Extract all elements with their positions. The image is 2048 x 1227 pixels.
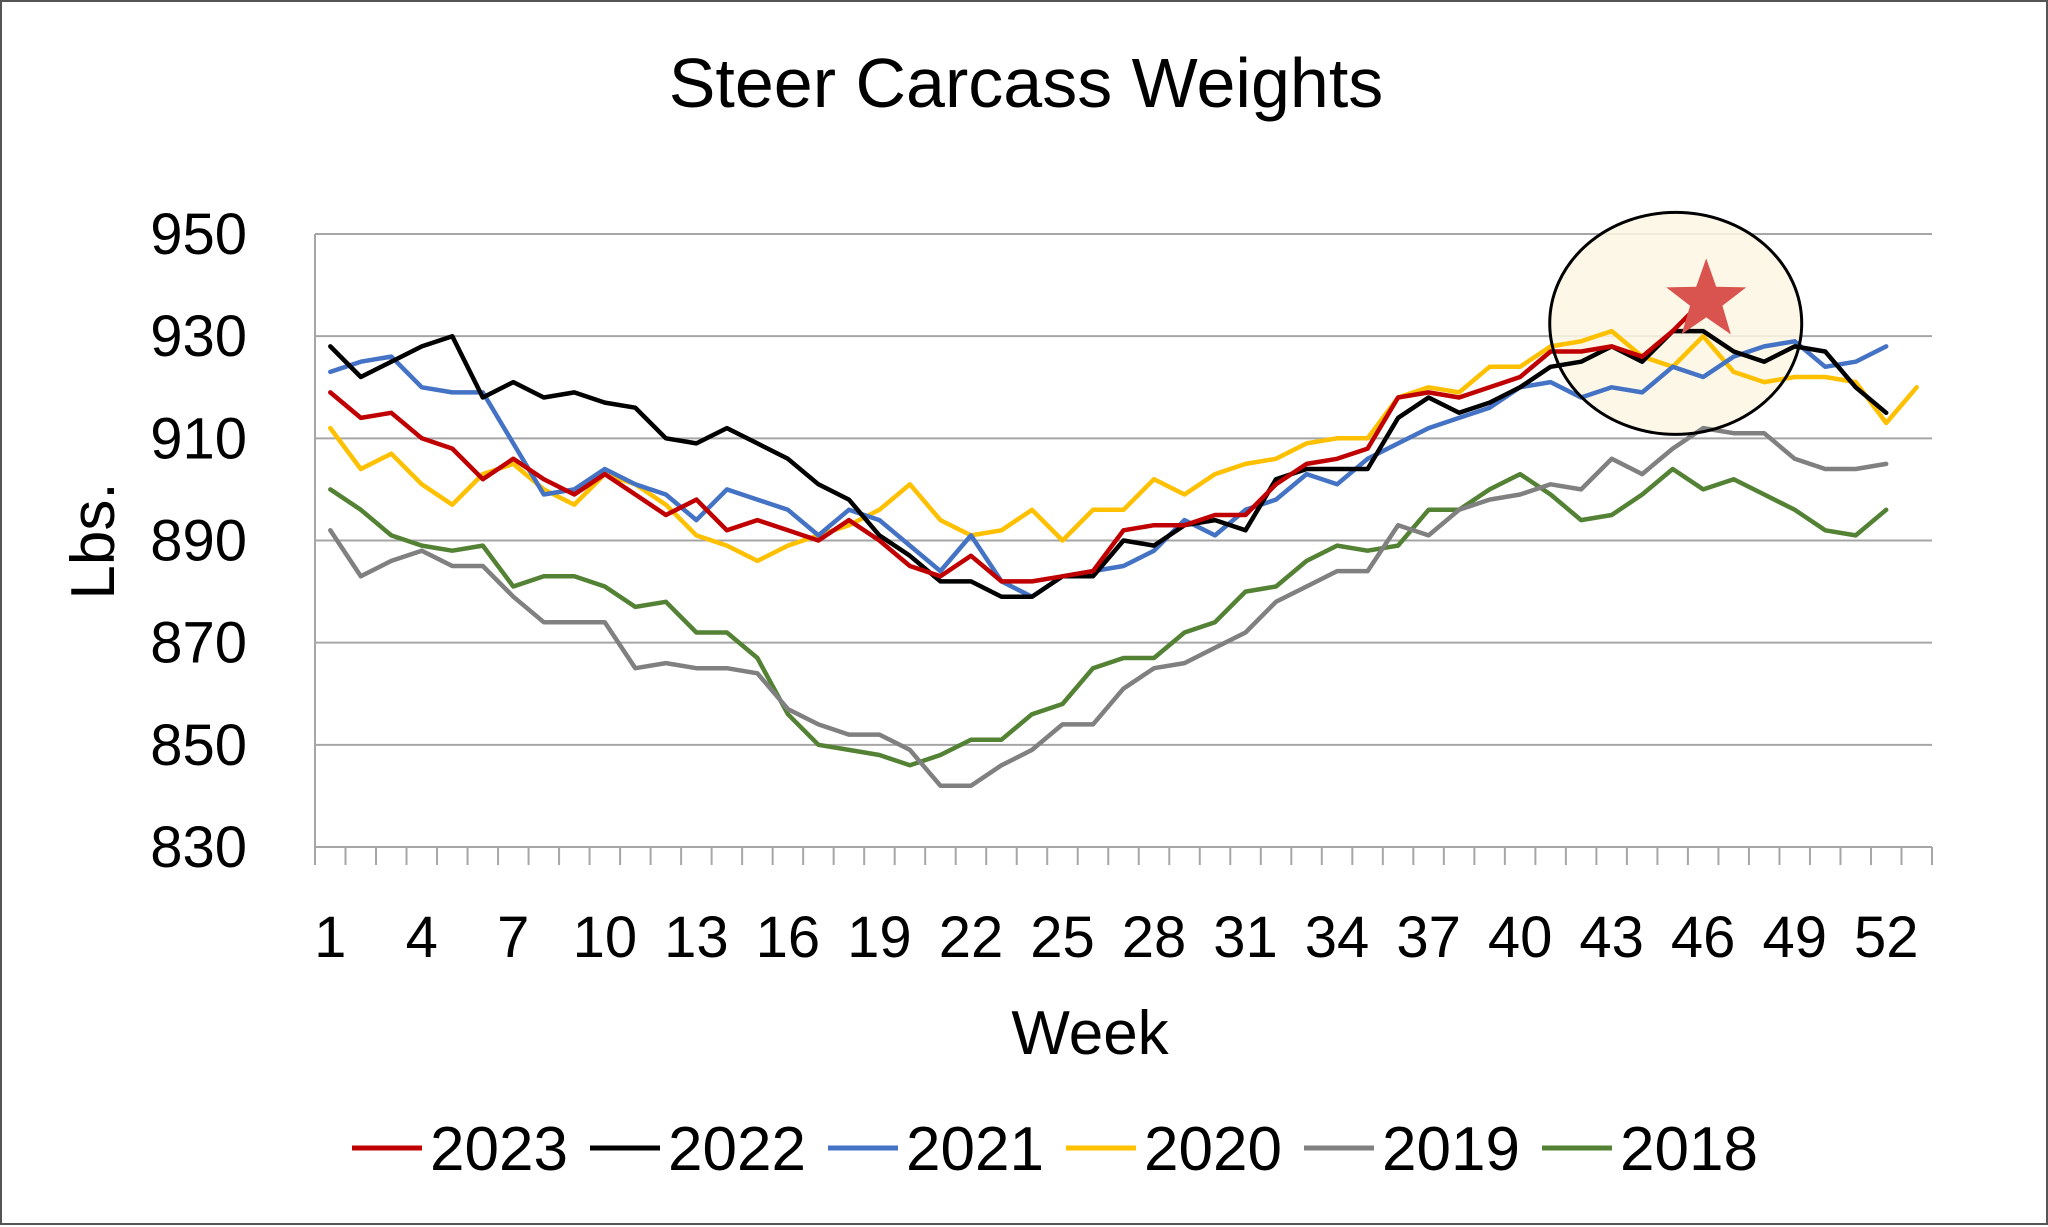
x-tick-label: 52 (1854, 905, 1919, 970)
x-axis-label: Week (1011, 999, 1169, 1068)
x-tick-label: 1 (314, 905, 346, 970)
highlight-circle-outline (1548, 210, 1804, 436)
series-line-2022 (328, 328, 1889, 599)
x-tick-label: 10 (573, 905, 638, 970)
axes: 830 850 870 890 910 930 950 1 4 7 10 13 16 19 22 25 28 31… (150, 202, 1933, 970)
x-tick-label: 4 (406, 905, 438, 970)
x-tick-label: 25 (1030, 905, 1095, 970)
highlight-annotation (1549, 212, 1802, 435)
x-tick-label: 31 (1213, 905, 1278, 970)
x-tick-label: 28 (1122, 905, 1187, 970)
y-tick-label: 930 (150, 304, 247, 369)
x-tick-label: 40 (1488, 905, 1553, 970)
legend-label-2023: 2023 (430, 1115, 568, 1184)
y-tick-label: 950 (150, 202, 247, 267)
x-tick-label: 7 (497, 905, 529, 970)
x-tick-label: 13 (664, 905, 729, 970)
x-tick-label: 16 (756, 905, 821, 970)
highlight-circle-fill (1549, 212, 1802, 435)
x-tick-label: 34 (1305, 905, 1370, 970)
series-line-2019 (328, 425, 1889, 788)
star-annotation (1548, 210, 1804, 436)
chart-title: Steer Carcass Weights (669, 44, 1384, 122)
x-tick-label: 46 (1671, 905, 1736, 970)
y-tick-label: 890 (150, 509, 247, 574)
series-line-2018 (328, 466, 1889, 768)
x-tick-label: 19 (847, 905, 912, 970)
series-line-2023 (328, 298, 1706, 584)
y-tick-label: 870 (150, 611, 247, 676)
legend-label-2021: 2021 (906, 1115, 1044, 1184)
series-line-2021 (328, 339, 1889, 599)
x-tick-label: 43 (1579, 905, 1644, 970)
x-tick-label: 37 (1396, 905, 1461, 970)
legend-label-2022: 2022 (668, 1115, 806, 1184)
y-tick-label: 830 (150, 815, 247, 880)
y-tick-label: 910 (150, 406, 247, 471)
y-tick-label: 850 (150, 713, 247, 778)
legend-label-2018: 2018 (1620, 1115, 1758, 1184)
legend-label-2019: 2019 (1382, 1115, 1520, 1184)
series-lines (328, 298, 1919, 788)
x-tick-label: 22 (939, 905, 1004, 970)
y-axis-label: Lbs. (59, 482, 128, 599)
legend-label-2020: 2020 (1144, 1115, 1282, 1184)
star-icon (1666, 258, 1747, 335)
legend: 2023 2022 2021 2020 2019 2018 (352, 1115, 1758, 1184)
x-tick-label: 49 (1762, 905, 1827, 970)
series-line-2020 (328, 328, 1919, 564)
